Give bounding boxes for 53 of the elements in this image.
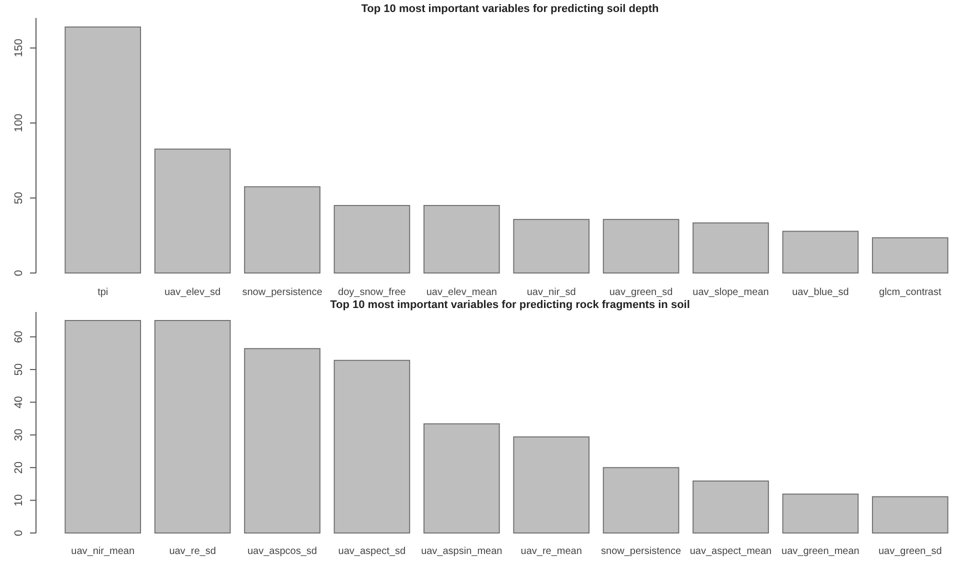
- y-tick-label: 0: [13, 270, 25, 276]
- y-tick-label: 50: [13, 192, 25, 204]
- y-tick-label: 30: [13, 428, 25, 442]
- bar: [513, 218, 590, 274]
- bar: [782, 494, 859, 534]
- bar: [872, 237, 948, 274]
- y-tick-label: 10: [13, 494, 25, 506]
- y-tick-label: 0: [13, 530, 25, 536]
- x-tick-label: uav_aspcos_sd: [248, 546, 317, 557]
- bar: [423, 423, 500, 534]
- bar: [64, 320, 142, 534]
- bar: [334, 360, 410, 534]
- bar: [692, 480, 769, 534]
- bar: [602, 467, 680, 534]
- x-tick-label: uav_green_mean: [782, 546, 860, 557]
- x-tick-label: uav_elev_sd: [164, 287, 221, 298]
- y-tick-label: 60: [13, 330, 25, 343]
- x-tick-label: doy_snow_free: [338, 287, 406, 298]
- y-tick-label: 50: [13, 363, 25, 376]
- x-tick-label: snow_persistence: [601, 546, 682, 557]
- x-tick-label: uav_slope_mean: [692, 287, 769, 298]
- x-tick-label: uav_re_mean: [520, 546, 582, 557]
- bar: [244, 348, 320, 534]
- bar: [692, 222, 769, 274]
- y-tick-label: 150: [13, 38, 25, 58]
- y-tick-label: 40: [13, 396, 25, 408]
- y-tick-label: 20: [13, 461, 25, 474]
- x-tick-label: uav_blue_sd: [792, 287, 849, 298]
- bar: [872, 496, 948, 534]
- bar: [782, 230, 859, 274]
- x-tick-label: uav_nir_sd: [526, 287, 576, 298]
- y-tick-label: 100: [13, 114, 25, 132]
- x-tick-label: uav_aspect_sd: [338, 546, 406, 557]
- bar: [154, 148, 231, 274]
- chart-title: Top 10 most important variables for predicting rock fragments in soil: [330, 299, 690, 311]
- x-tick-label: snow_persistence: [242, 287, 323, 298]
- bar: [602, 218, 680, 274]
- x-tick-label: glcm_contrast: [879, 287, 942, 298]
- x-tick-label: uav_green_sd: [609, 287, 673, 298]
- x-tick-label: uav_green_sd: [878, 546, 942, 557]
- bar: [154, 320, 231, 534]
- x-tick-label: uav_aspect_mean: [690, 546, 772, 557]
- x-tick-label: uav_elev_mean: [426, 287, 497, 298]
- bar: [423, 205, 500, 274]
- bar: [64, 26, 142, 274]
- chart-title: Top 10 most important variables for predicting soil depth: [361, 3, 659, 15]
- bar: [513, 436, 590, 534]
- x-tick-label: uav_nir_mean: [71, 546, 135, 557]
- x-tick-label: uav_re_sd: [169, 546, 216, 557]
- x-tick-label: tpi: [98, 287, 108, 298]
- x-tick-label: uav_aspsin_mean: [421, 546, 502, 557]
- bar: [334, 205, 410, 274]
- bar: [244, 186, 320, 274]
